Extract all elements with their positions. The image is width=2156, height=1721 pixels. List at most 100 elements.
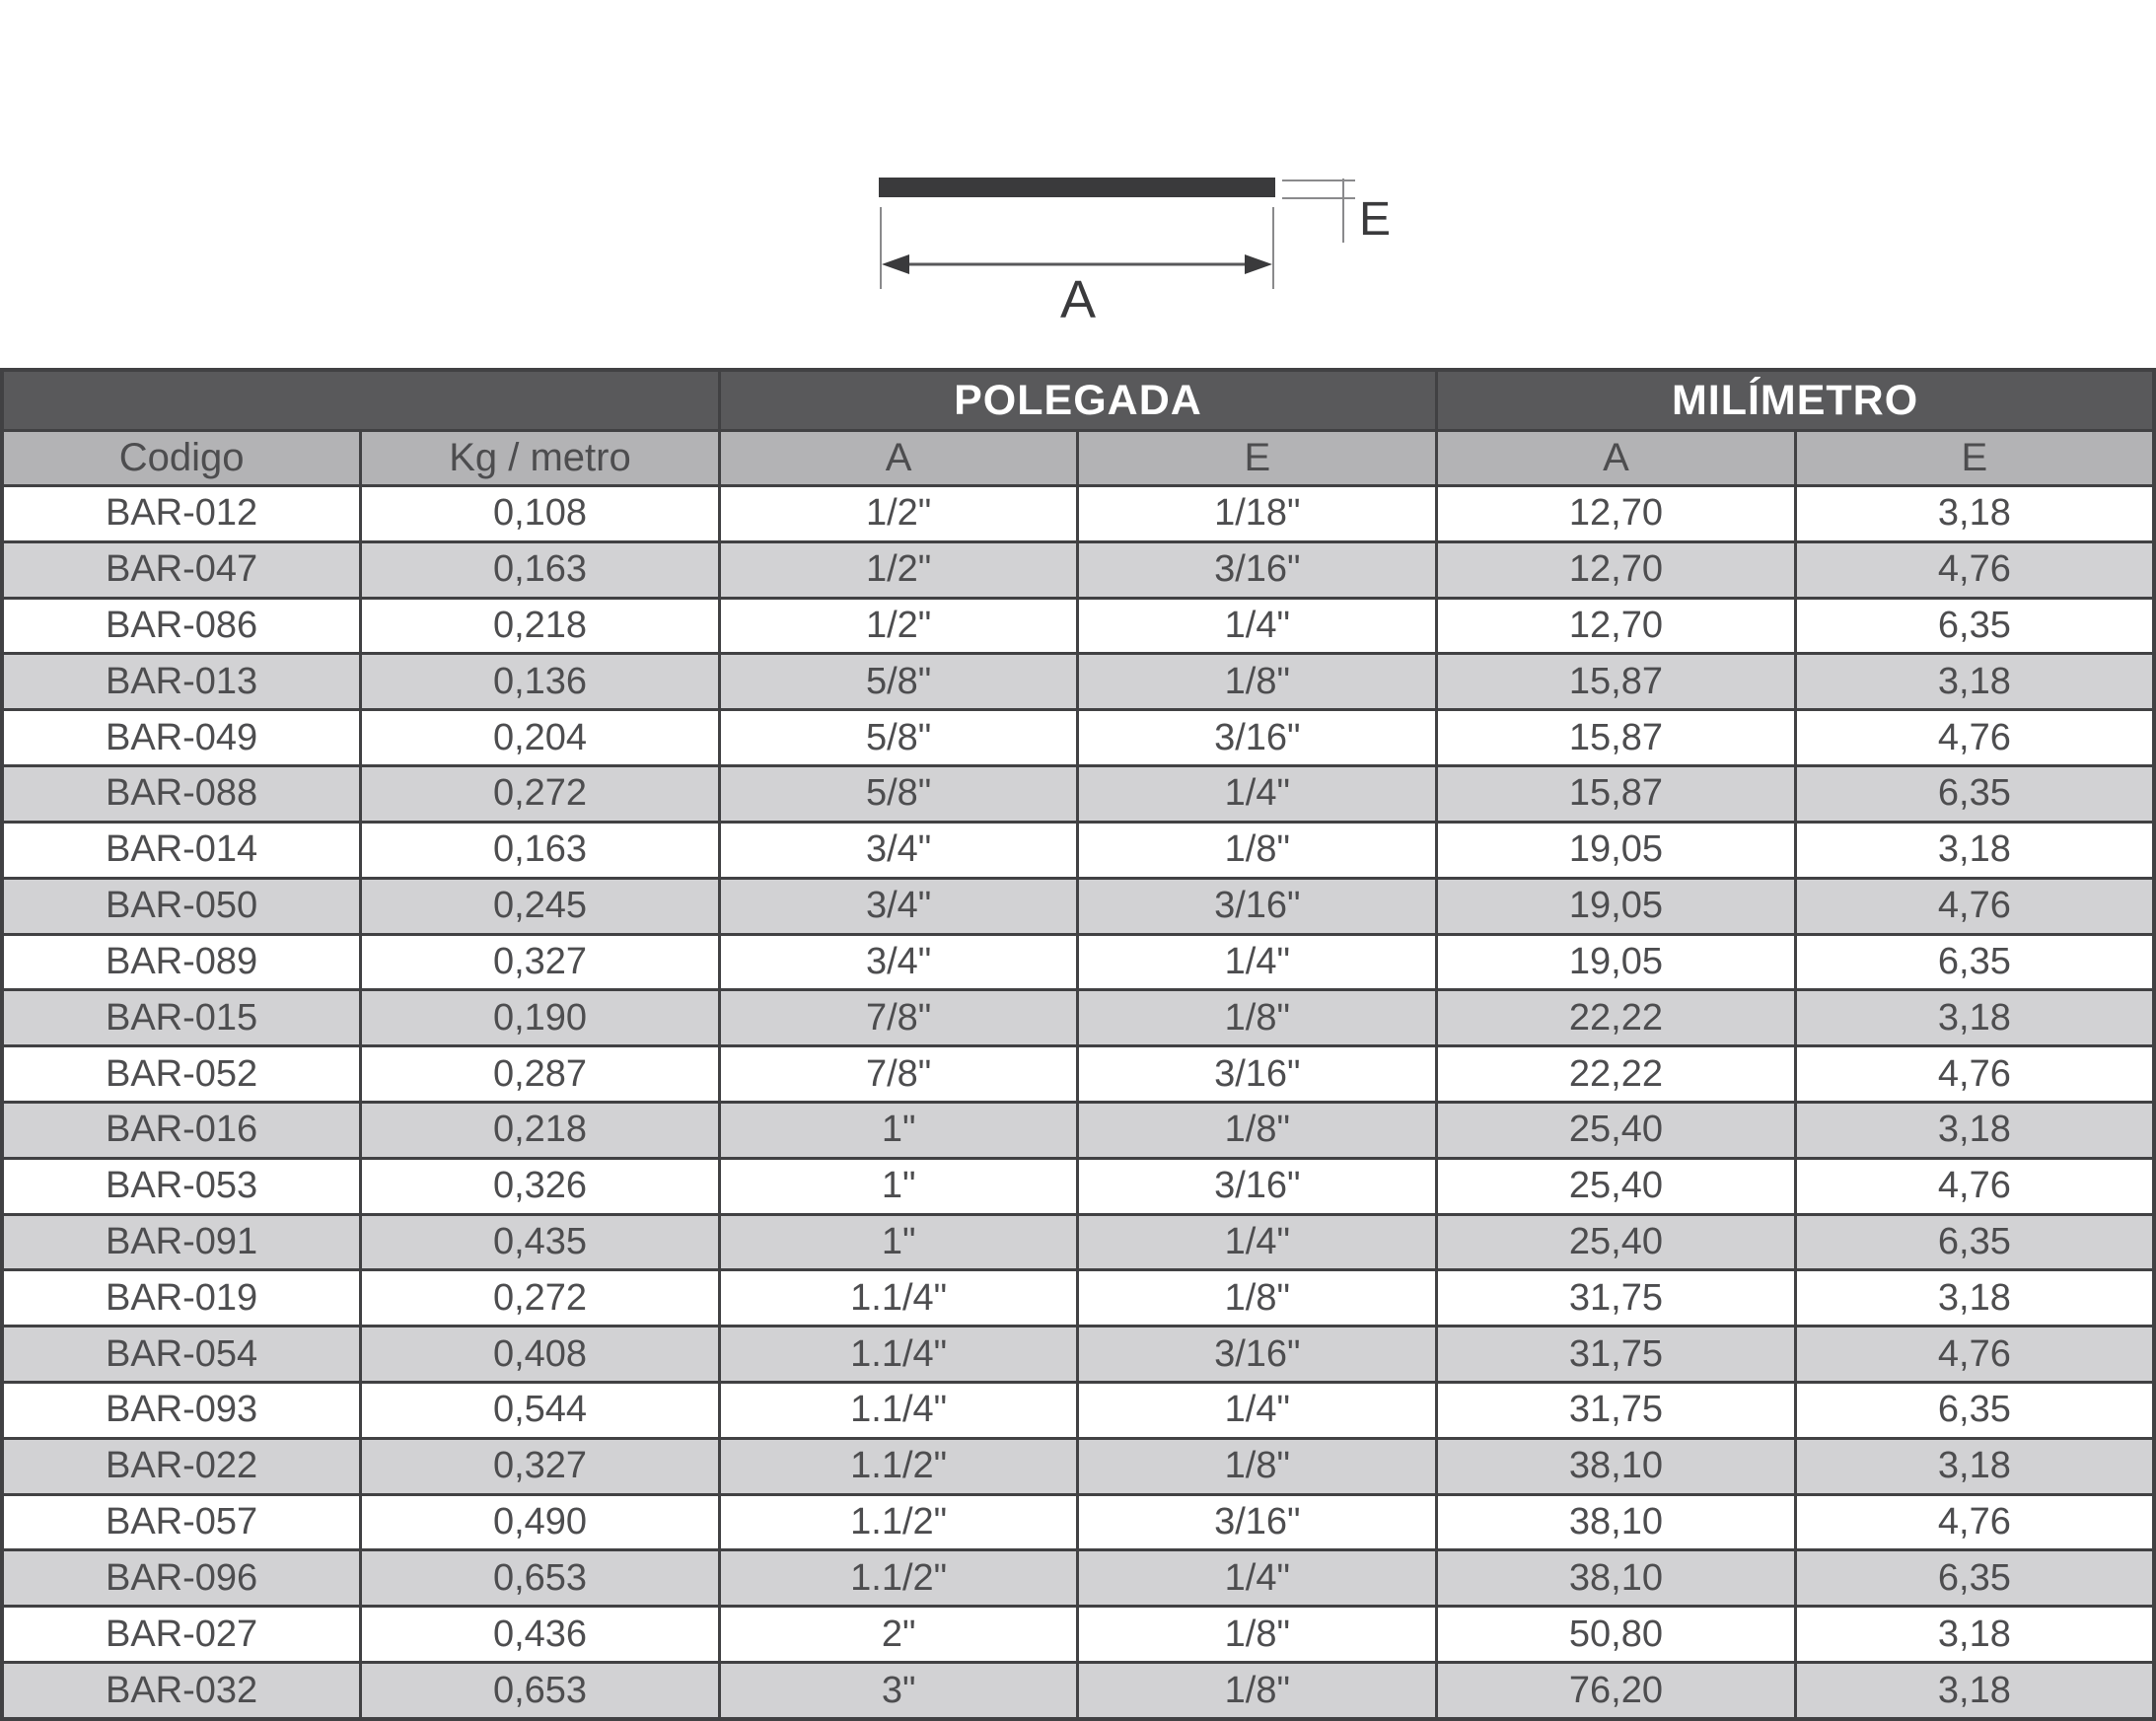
- group-header-polegada: POLEGADA: [717, 368, 1439, 432]
- column-header-kg-metro: Kg / metro: [359, 429, 721, 487]
- column-header-e-mm: E: [1793, 429, 2156, 487]
- table-cell: 3/16": [1076, 1156, 1439, 1216]
- table-cell: 3,18: [1793, 652, 2156, 712]
- table-cell: 38,10: [1435, 1492, 1797, 1552]
- table-cell: 0,163: [359, 539, 721, 600]
- table-cell: 0,218: [359, 596, 721, 656]
- table-cell: 1/4": [1076, 932, 1439, 992]
- table-cell: 38,10: [1435, 1436, 1797, 1496]
- table-cell: 0,245: [359, 876, 721, 936]
- table-cell: 6,35: [1793, 764, 2156, 824]
- table-cell: 12,70: [1435, 539, 1797, 600]
- table-cell: 0,408: [359, 1325, 721, 1384]
- flat-bar-profile: [879, 178, 1275, 197]
- table-cell: BAR-053: [0, 1156, 363, 1216]
- table-cell: 0,435: [359, 1212, 721, 1272]
- column-header-codigo: Codigo: [0, 429, 363, 487]
- table-cell: 0,327: [359, 1436, 721, 1496]
- table-cell: 0,272: [359, 1268, 721, 1328]
- table-cell: 4,76: [1793, 1044, 2156, 1104]
- table-cell: 2": [717, 1605, 1080, 1665]
- table-cell: 3,18: [1793, 820, 2156, 880]
- table-cell: 0,190: [359, 988, 721, 1048]
- table-cell: 1/4": [1076, 764, 1439, 824]
- table-body: BAR-012 0,108 1/2" 1/18" 12,70 3,18 BAR-047 0,1…: [0, 484, 2156, 1721]
- table-cell: 1.1/4": [717, 1268, 1080, 1328]
- table-cell: 1": [717, 1100, 1080, 1160]
- table-cell: 1/4": [1076, 1212, 1439, 1272]
- table-cell: 0,108: [359, 484, 721, 543]
- table-row: BAR-027 0,436 2" 1/8" 50,80 3,18: [0, 1605, 2156, 1665]
- table-cell: 3": [717, 1661, 1080, 1721]
- table-cell: 1/8": [1076, 1661, 1439, 1721]
- table-cell: BAR-057: [0, 1492, 363, 1552]
- table-cell: 0,327: [359, 932, 721, 992]
- table-cell: 3,18: [1793, 1268, 2156, 1328]
- table-cell: 1/4": [1076, 1548, 1439, 1609]
- table-cell: BAR-013: [0, 652, 363, 712]
- table-cell: 3,18: [1793, 1605, 2156, 1665]
- table-cell: 15,87: [1435, 764, 1797, 824]
- table-cell: 22,22: [1435, 988, 1797, 1048]
- table-cell: 0,653: [359, 1661, 721, 1721]
- arrowhead-right-icon: [1245, 254, 1272, 274]
- table-cell: 31,75: [1435, 1381, 1797, 1440]
- table-cell: BAR-019: [0, 1268, 363, 1328]
- table-cell: 0,272: [359, 764, 721, 824]
- table-row: BAR-054 0,408 1.1/4" 3/16" 31,75 4,76: [0, 1325, 2156, 1384]
- table-cell: 3/16": [1076, 539, 1439, 600]
- table-cell: 1.1/4": [717, 1381, 1080, 1440]
- table-cell: BAR-052: [0, 1044, 363, 1104]
- table-cell: 3/16": [1076, 876, 1439, 936]
- table-cell: BAR-015: [0, 988, 363, 1048]
- table-cell: 6,35: [1793, 596, 2156, 656]
- column-header-a-inch: A: [717, 429, 1080, 487]
- table-cell: 6,35: [1793, 932, 2156, 992]
- table-cell: BAR-096: [0, 1548, 363, 1609]
- table-cell: 7/8": [717, 988, 1080, 1048]
- table-cell: 0,218: [359, 1100, 721, 1160]
- table-cell: 0,287: [359, 1044, 721, 1104]
- table-cell: 1/2": [717, 484, 1080, 543]
- table-row: BAR-050 0,245 3/4" 3/16" 19,05 4,76: [0, 876, 2156, 936]
- table-row: BAR-016 0,218 1" 1/8" 25,40 3,18: [0, 1100, 2156, 1160]
- table-cell: 1": [717, 1156, 1080, 1216]
- table-row: BAR-088 0,272 5/8" 1/4" 15,87 6,35: [0, 764, 2156, 824]
- table-row: BAR-086 0,218 1/2" 1/4" 12,70 6,35: [0, 596, 2156, 656]
- table-cell: 3/16": [1076, 1044, 1439, 1104]
- table-cell: 50,80: [1435, 1605, 1797, 1665]
- table-cell: 3,18: [1793, 1436, 2156, 1496]
- table-row: BAR-014 0,163 3/4" 1/8" 19,05 3,18: [0, 820, 2156, 880]
- column-header-e-inch: E: [1076, 429, 1439, 487]
- table-row: BAR-096 0,653 1.1/2" 1/4" 38,10 6,35: [0, 1548, 2156, 1609]
- table-cell: 1/8": [1076, 988, 1439, 1048]
- table-cell: 1/8": [1076, 1268, 1439, 1328]
- table-cell: 4,76: [1793, 876, 2156, 936]
- table-cell: 3/4": [717, 932, 1080, 992]
- table-cell: 0,326: [359, 1156, 721, 1216]
- table-cell: 3,18: [1793, 1661, 2156, 1721]
- table-cell: BAR-016: [0, 1100, 363, 1160]
- group-header-milimetro: MILÍMETRO: [1435, 368, 2156, 432]
- table-cell: 25,40: [1435, 1156, 1797, 1216]
- table-cell: 3/4": [717, 820, 1080, 880]
- table-cell: 76,20: [1435, 1661, 1797, 1721]
- table-cell: 6,35: [1793, 1381, 2156, 1440]
- table-cell: 31,75: [1435, 1325, 1797, 1384]
- group-header-row: POLEGADA MILÍMETRO: [0, 368, 2156, 432]
- table-cell: 4,76: [1793, 1156, 2156, 1216]
- table-cell: BAR-093: [0, 1381, 363, 1440]
- table-cell: 4,76: [1793, 539, 2156, 600]
- table-cell: 1/18": [1076, 484, 1439, 543]
- table-row: BAR-091 0,435 1" 1/4" 25,40 6,35: [0, 1212, 2156, 1272]
- table-cell: 1/4": [1076, 596, 1439, 656]
- table-cell: 4,76: [1793, 708, 2156, 768]
- table-cell: BAR-022: [0, 1436, 363, 1496]
- table-cell: 3/16": [1076, 1325, 1439, 1384]
- table-cell: 12,70: [1435, 596, 1797, 656]
- table-cell: 19,05: [1435, 932, 1797, 992]
- group-header-blank: [0, 368, 721, 432]
- table-cell: BAR-088: [0, 764, 363, 824]
- table-row: BAR-053 0,326 1" 3/16" 25,40 4,76: [0, 1156, 2156, 1216]
